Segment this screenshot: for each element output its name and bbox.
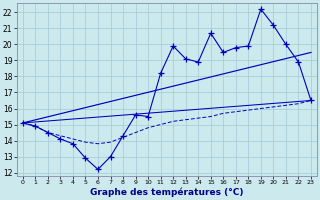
X-axis label: Graphe des températures (°C): Graphe des températures (°C) <box>90 188 244 197</box>
